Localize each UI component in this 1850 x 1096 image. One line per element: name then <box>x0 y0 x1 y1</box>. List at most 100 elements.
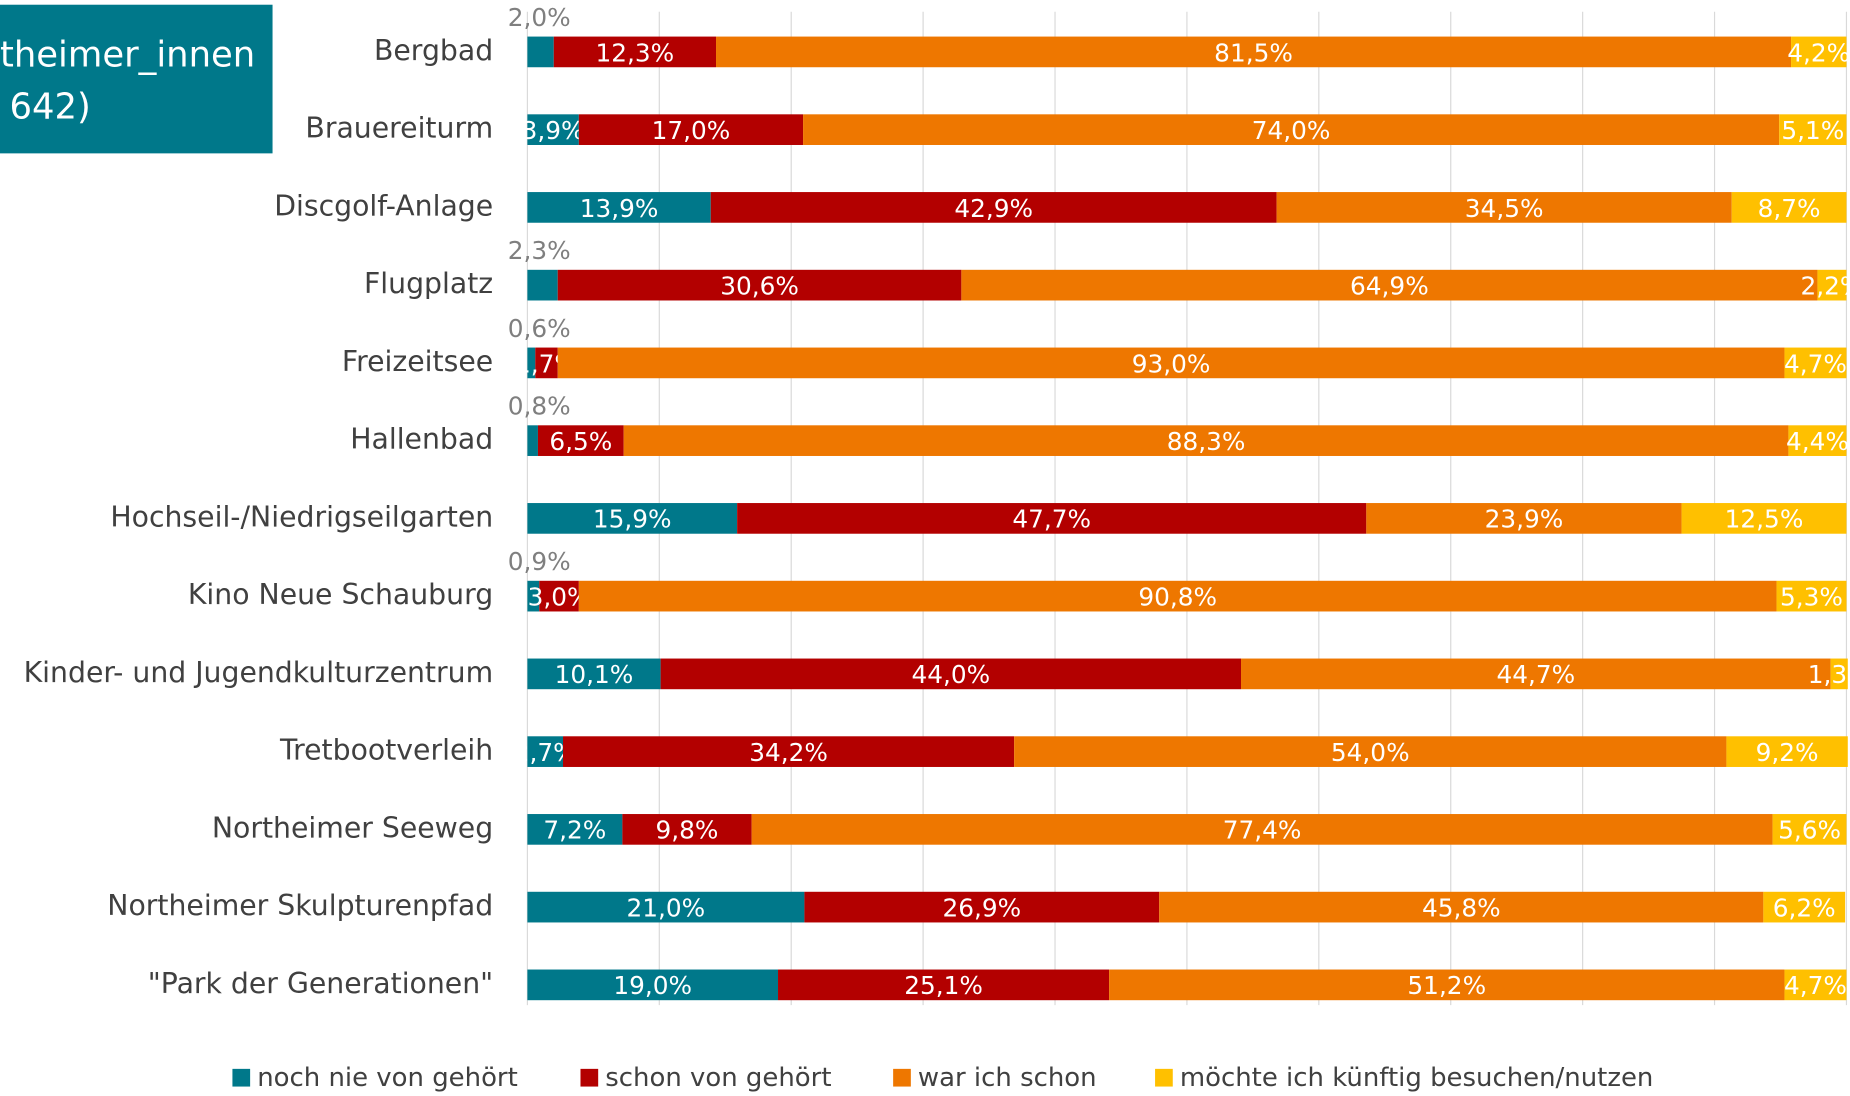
bar-segment <box>563 736 1015 767</box>
legend-label: möchte ich künftig besuchen/nutzen <box>1180 1063 1654 1093</box>
category-label: "Park der Generationen" <box>148 967 493 1000</box>
bar-segment <box>1109 969 1785 1001</box>
bar-segment <box>710 192 1277 223</box>
bar-segment <box>527 192 711 223</box>
value-label: 0,8% <box>508 392 571 421</box>
bar-segment <box>751 814 1773 845</box>
value-label: 8,7% <box>1758 194 1821 223</box>
value-label: 93,0% <box>1132 349 1211 378</box>
bar-segment <box>1772 814 1847 845</box>
bar-segment <box>1791 36 1847 68</box>
bar-segment <box>578 114 804 145</box>
category-label: Hallenbad <box>350 423 493 456</box>
bar-segment <box>1159 891 1764 923</box>
value-label: 21,0% <box>627 893 706 922</box>
value-label: 2,2% <box>1800 272 1850 301</box>
bar-segment <box>527 425 538 456</box>
bar-segment <box>527 503 738 534</box>
legend-label: schon von gehört <box>605 1063 831 1093</box>
value-label: 6,5% <box>549 427 612 456</box>
bar-segment <box>737 503 1367 534</box>
value-label: 1,3% <box>1808 660 1850 689</box>
category-label: Tretbootverleih <box>279 734 493 767</box>
value-label: 74,0% <box>1252 116 1331 145</box>
value-label: 6,2% <box>1773 893 1836 922</box>
value-label: 45,8% <box>1422 893 1501 922</box>
bar-segment <box>527 736 564 767</box>
category-label: Hochseil-/Niedrigseilgarten <box>110 500 493 533</box>
value-label: 4,7% <box>1784 349 1847 378</box>
bar-segment <box>961 269 1818 301</box>
value-label: 7,2% <box>543 816 606 845</box>
value-label: 4,7% <box>1784 971 1847 1000</box>
bar-segment <box>803 114 1780 145</box>
bar-segment <box>535 347 558 379</box>
value-label: 0,9% <box>508 547 571 576</box>
category-label: Kinder- und Jugendkulturzentrum <box>24 656 494 689</box>
value-label: 5,1% <box>1781 116 1844 145</box>
bar-segment <box>1779 114 1847 145</box>
legend-label: war ich schon <box>918 1063 1097 1093</box>
value-label: 2,3% <box>508 236 571 265</box>
bar-segment <box>527 658 661 690</box>
bar-segment <box>1784 347 1847 379</box>
category-label: Northeimer Skulpturenpfad <box>107 889 493 922</box>
chart-title: theimer_innen <box>0 35 255 76</box>
value-label: 30,6% <box>720 272 799 301</box>
bar-segment <box>1014 736 1727 767</box>
bar-segment <box>557 347 1785 379</box>
bar-segment <box>1763 891 1846 923</box>
bar-segment <box>1241 658 1831 690</box>
legend-swatch <box>232 1068 251 1087</box>
value-label: 42,9% <box>954 194 1033 223</box>
value-label: 34,2% <box>749 738 828 767</box>
value-label: 25,1% <box>904 971 983 1000</box>
value-label: 10,1% <box>555 660 634 689</box>
bar-segment <box>527 347 536 379</box>
bar-segment <box>1784 969 1847 1001</box>
bar-segment <box>527 969 779 1001</box>
bar-segment <box>1817 269 1847 301</box>
category-label: Freizeitsee <box>342 345 493 378</box>
bar-segment <box>539 580 579 612</box>
title-box <box>0 4 273 154</box>
bar-segment <box>1276 192 1732 223</box>
value-label: 4,4% <box>1786 427 1849 456</box>
bar-segment <box>557 269 962 301</box>
bar-segment <box>527 814 623 845</box>
legend-label: noch nie von gehört <box>257 1063 518 1093</box>
category-label: Bergbad <box>374 34 493 67</box>
legend-swatch <box>580 1068 599 1087</box>
value-label: 44,7% <box>1496 660 1575 689</box>
bar-segment <box>527 269 558 301</box>
value-label: 0,6% <box>508 314 571 343</box>
value-label: 9,2% <box>1756 738 1819 767</box>
value-label: 23,9% <box>1485 505 1564 534</box>
bar-segment <box>1776 580 1847 612</box>
value-label: 12,5% <box>1725 505 1804 534</box>
plot: theimer_innen 642) Bergbad 2,0% 12,3% 81,5% 4,… <box>0 3 1850 1093</box>
value-label: 34,5% <box>1465 194 1544 223</box>
value-label: 51,2% <box>1407 971 1486 1000</box>
value-label: 4,2% <box>1787 38 1850 67</box>
bar-segment <box>623 425 1789 456</box>
value-label: 64,9% <box>1350 272 1429 301</box>
value-label: 5,3% <box>1780 582 1843 611</box>
value-label: 26,9% <box>942 893 1021 922</box>
value-label: 90,8% <box>1138 582 1217 611</box>
bar-segment <box>527 891 805 923</box>
bar-segment <box>1788 425 1847 456</box>
value-label: 3,9% <box>522 116 585 145</box>
bar-segment <box>804 891 1160 923</box>
chart-title: 642) <box>9 87 90 128</box>
legend-swatch <box>1155 1068 1173 1087</box>
bar-segment <box>527 114 579 145</box>
bar-segment <box>527 36 554 68</box>
value-label: 54,0% <box>1331 738 1410 767</box>
bar-segment <box>1366 503 1682 534</box>
bar-segment <box>1726 736 1848 767</box>
value-label: 12,3% <box>596 38 675 67</box>
category-label: Brauereiturm <box>305 112 493 145</box>
value-label: 19,0% <box>613 971 692 1000</box>
